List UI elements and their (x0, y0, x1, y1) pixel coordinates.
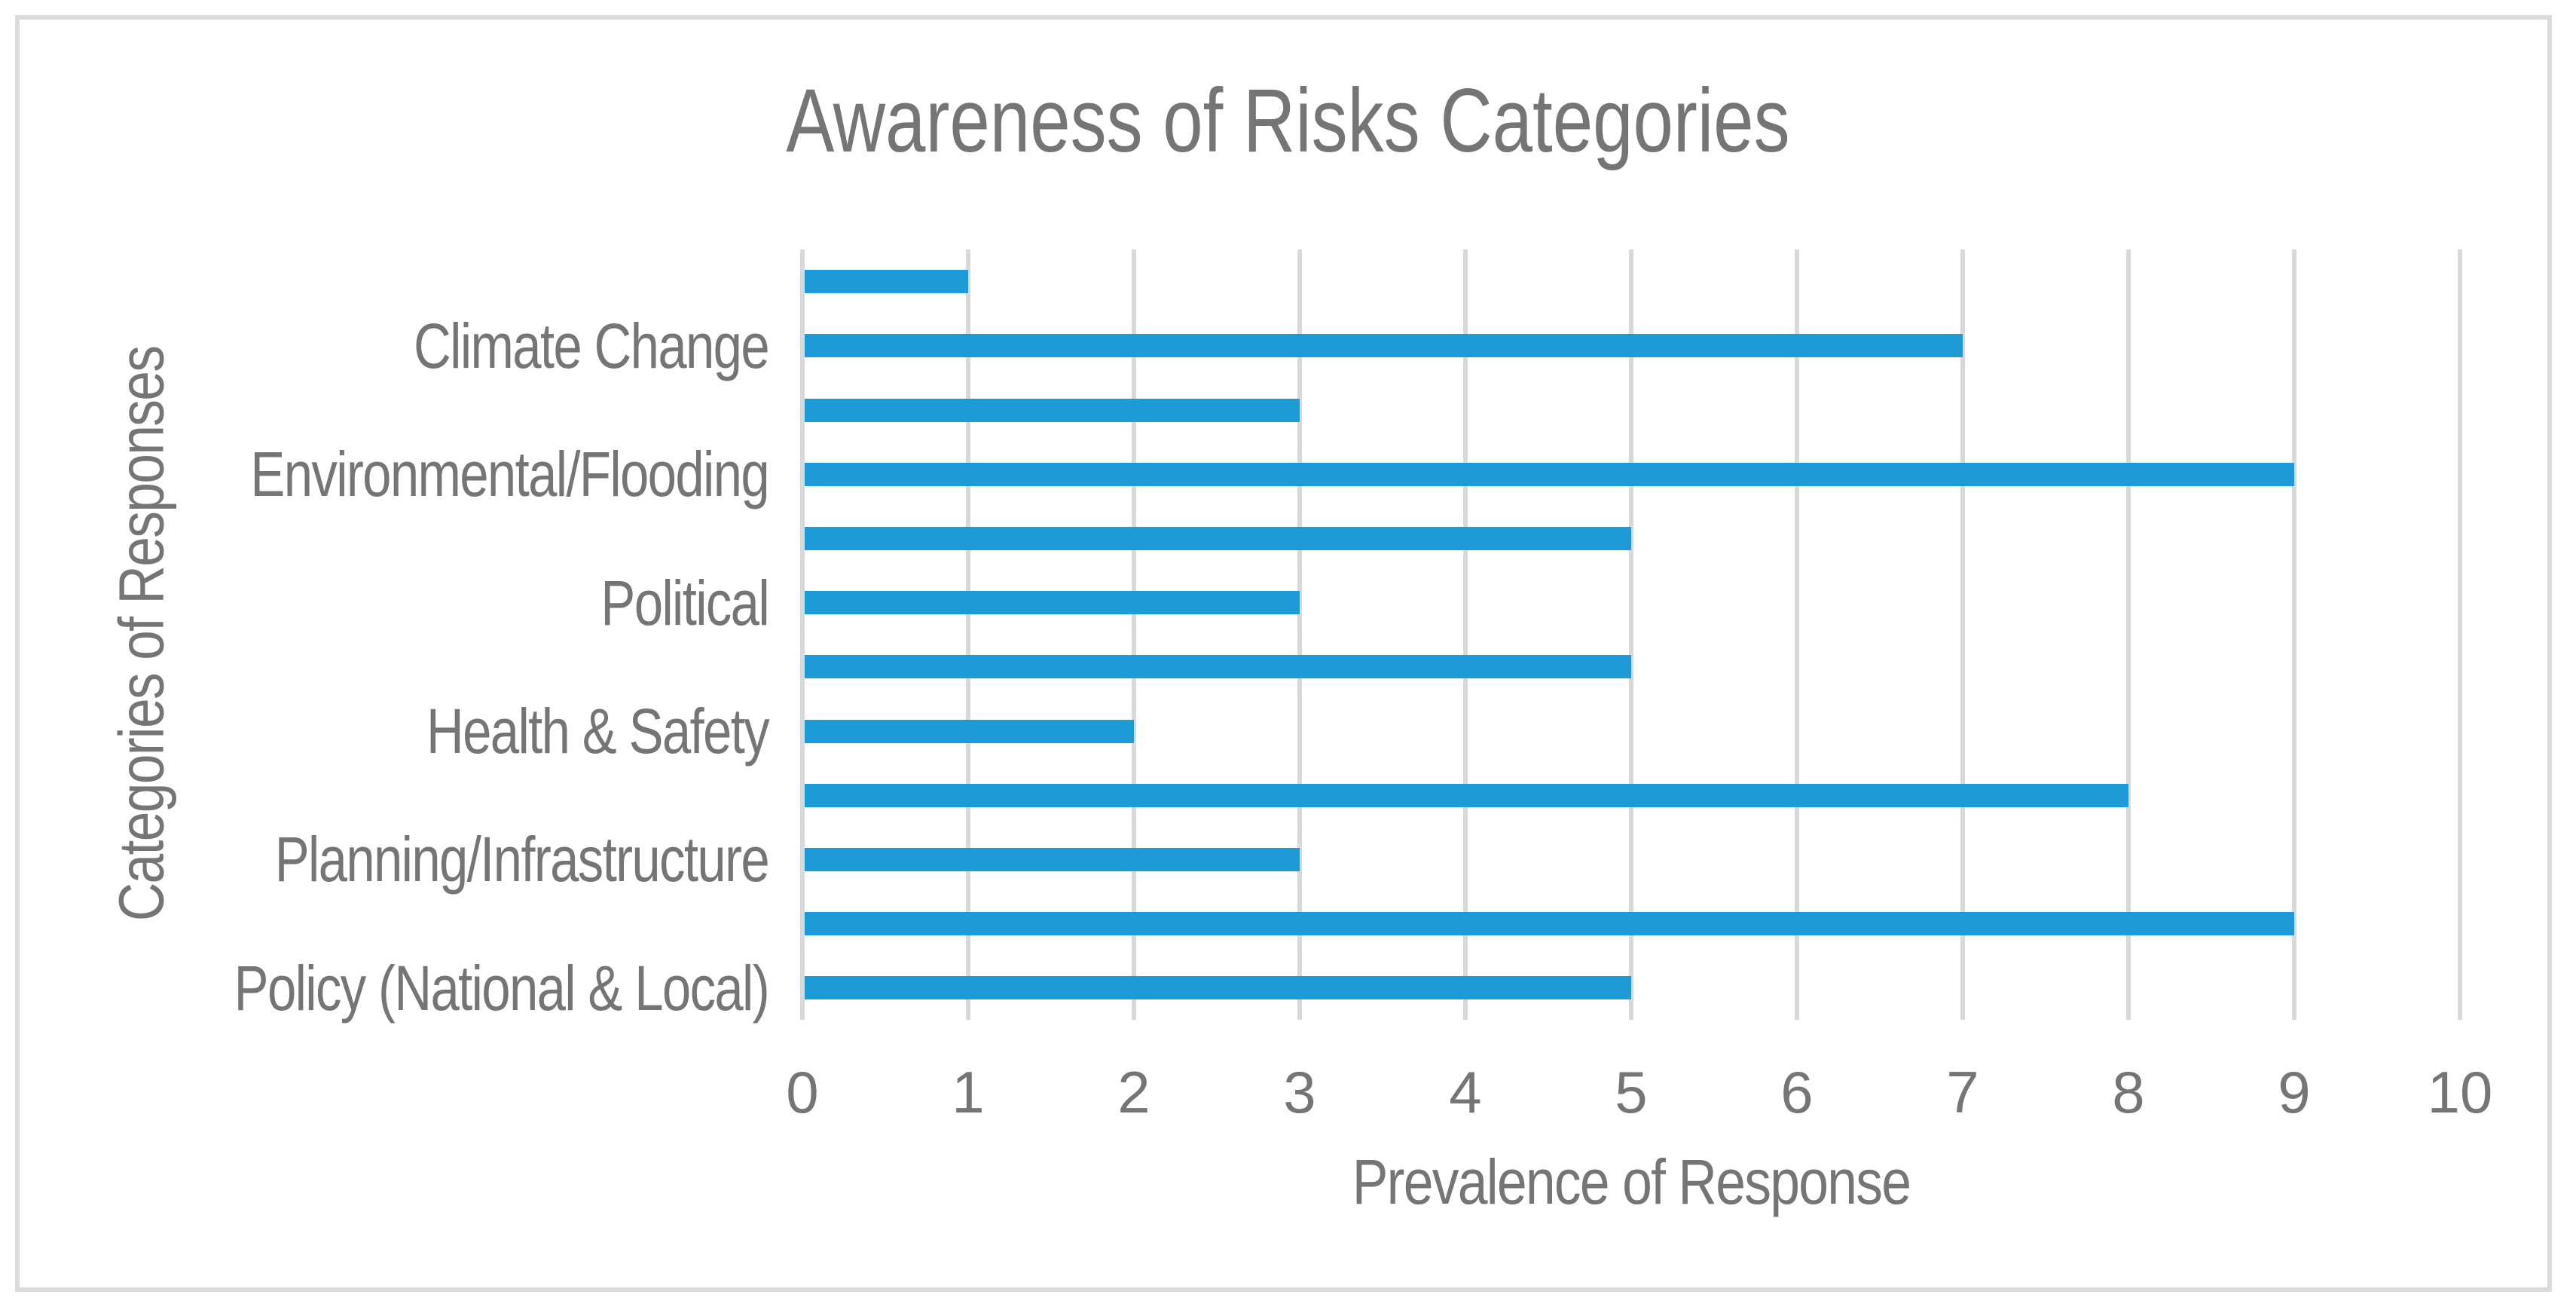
bar (805, 847, 1300, 871)
gridline-x8 (2126, 249, 2131, 1020)
gridline-x10 (2458, 249, 2462, 1020)
category-label: Political (600, 567, 769, 638)
chart-title: Awareness of Risks Categories (786, 70, 1790, 171)
category-label: Environmental/Flooding (250, 439, 769, 510)
bar (805, 976, 1631, 1000)
x-tick-label: 2 (1117, 1059, 1150, 1125)
category-label: Climate Change (414, 310, 770, 381)
category-label: Health & Safety (426, 696, 770, 767)
x-tick-label: 0 (786, 1059, 819, 1125)
bar (805, 526, 1631, 550)
x-tick-label: 1 (952, 1059, 985, 1125)
category-label: Planning/Infrastructure (274, 824, 770, 895)
x-tick-label: 10 (2427, 1059, 2493, 1125)
gridline-x0 (800, 249, 805, 1020)
gridline-x1 (966, 249, 970, 1020)
bar (805, 334, 1963, 358)
gridline-x7 (1960, 249, 1965, 1020)
bar (805, 719, 1134, 743)
x-tick-label: 7 (1946, 1059, 1979, 1125)
x-tick-label: 8 (2112, 1059, 2145, 1125)
x-tick-label: 5 (1615, 1059, 1648, 1125)
x-axis-title: Prevalence of Response (1352, 1146, 1911, 1217)
bar (805, 591, 1300, 615)
x-tick-label: 3 (1283, 1059, 1316, 1125)
gridline-x2 (1132, 249, 1136, 1020)
gridline-x4 (1463, 249, 1468, 1020)
gridline-x3 (1297, 249, 1302, 1020)
bar (805, 783, 2128, 807)
x-tick-label: 4 (1449, 1059, 1482, 1125)
bar (805, 398, 1300, 422)
category-label: Policy (National & Local) (234, 952, 770, 1024)
x-tick-label: 9 (2278, 1059, 2311, 1125)
gridline-x9 (2292, 249, 2296, 1020)
bar (805, 912, 2294, 936)
gridline-x5 (1629, 249, 1633, 1020)
bar (805, 462, 2294, 486)
x-tick-label: 6 (1780, 1059, 1814, 1125)
gridline-x6 (1795, 249, 1799, 1020)
chart-frame (15, 15, 2552, 1292)
bar (805, 270, 968, 294)
y-axis-title-text: Categories of Responses (105, 346, 177, 922)
bar (805, 655, 1631, 679)
